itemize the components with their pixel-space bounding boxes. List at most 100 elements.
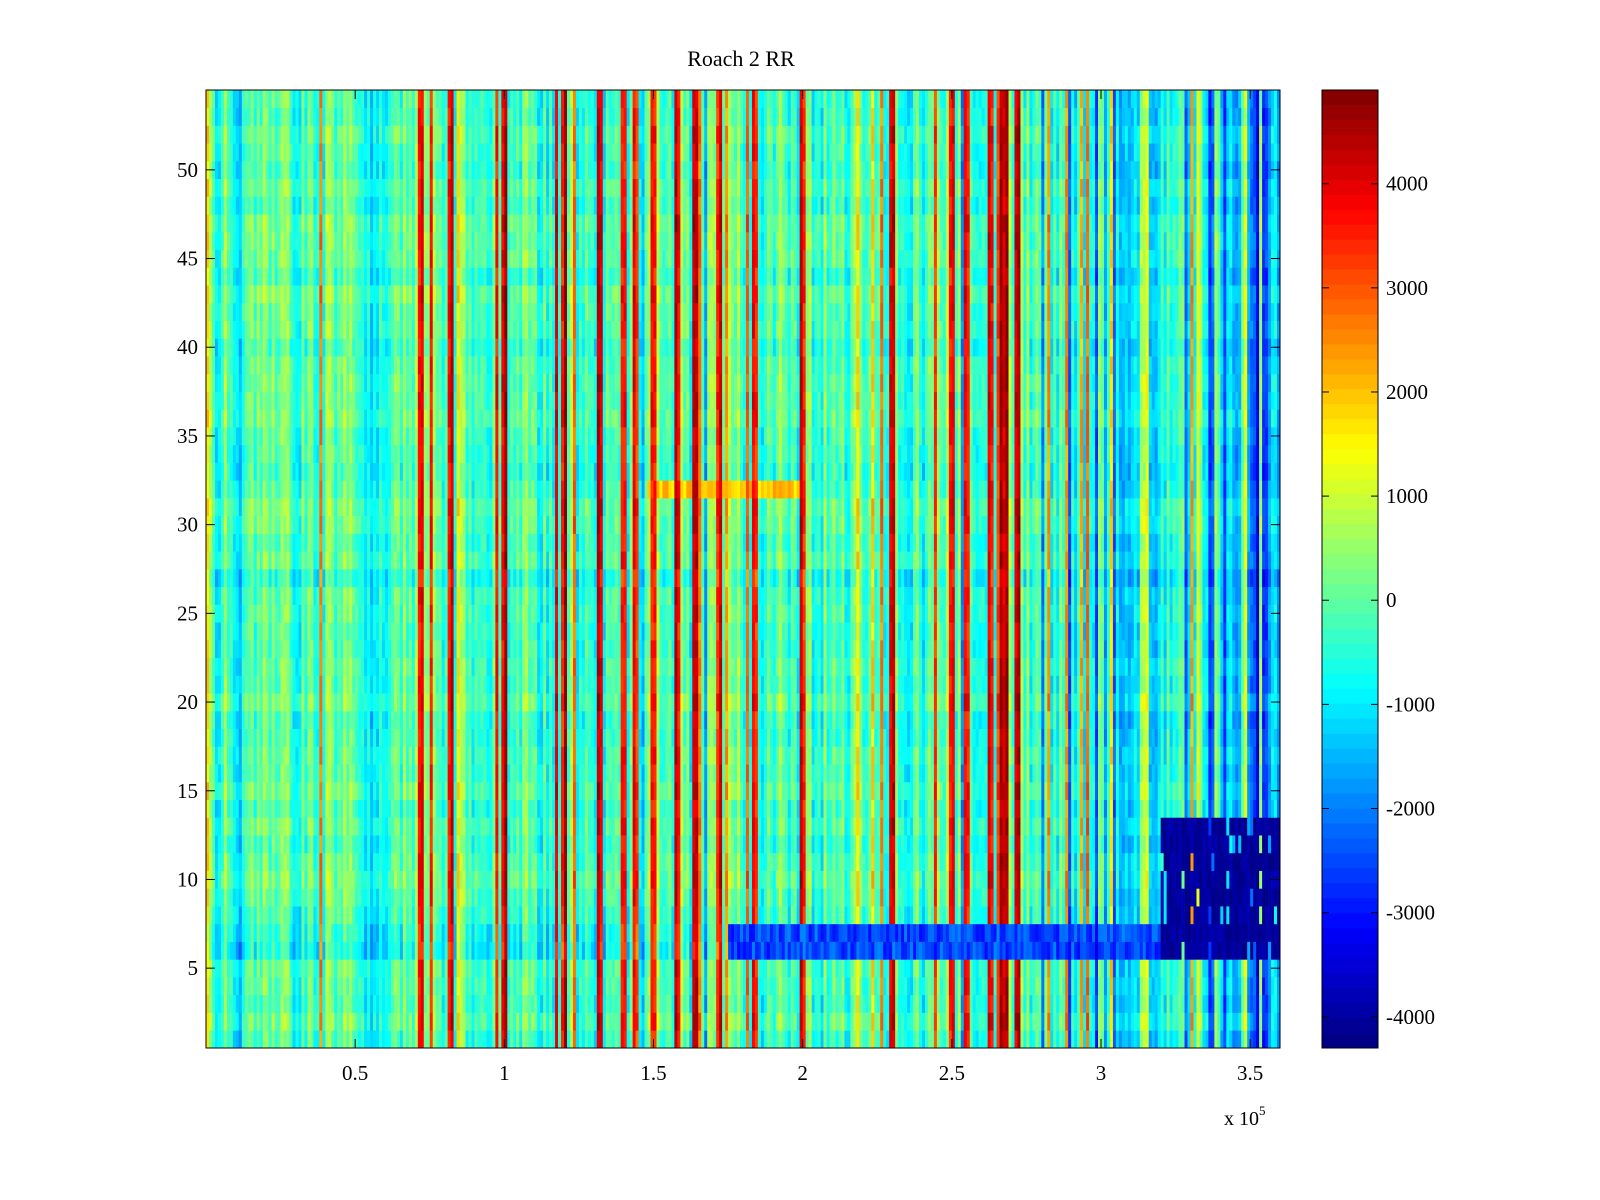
heatmap-cell	[343, 906, 347, 925]
heatmap-cell	[901, 1030, 905, 1049]
heatmap-cell	[379, 888, 383, 907]
heatmap-cell	[692, 994, 696, 1013]
heatmap-cell	[220, 817, 225, 836]
heatmap-cell	[319, 817, 323, 836]
heatmap-cell	[856, 1012, 860, 1031]
heatmap-cell	[420, 1012, 425, 1031]
heatmap-cell	[399, 1030, 404, 1049]
heatmap-cell	[1175, 994, 1179, 1013]
heatmap-cell	[716, 835, 720, 854]
heatmap-cell	[856, 888, 860, 907]
heatmap-cell	[1142, 959, 1147, 978]
heatmap-cell	[602, 1012, 607, 1031]
heatmap-cell	[214, 1012, 219, 1031]
heatmap-cell	[229, 870, 234, 889]
heatmap-cell	[310, 1012, 314, 1031]
heatmap-cell	[605, 1030, 610, 1049]
heatmap-cell	[226, 817, 231, 836]
heatmap-cell	[892, 959, 896, 978]
heatmap-cell	[304, 870, 308, 889]
heatmap-cell	[748, 888, 753, 907]
heatmap-cell	[1047, 994, 1051, 1013]
heatmap-cell	[1220, 994, 1224, 1013]
heatmap-cell	[692, 1030, 696, 1049]
heatmap-cell	[549, 941, 553, 960]
heatmap-cell	[581, 870, 586, 889]
heatmap-cell	[1103, 835, 1108, 854]
heatmap-cell	[1238, 994, 1242, 1013]
heatmap-cell	[1277, 994, 1281, 1013]
heatmap-cell	[808, 888, 812, 907]
heatmap-cell	[1133, 959, 1138, 978]
heatmap-cell	[781, 923, 786, 942]
heatmap-cell	[1172, 906, 1176, 925]
heatmap-cell	[1014, 799, 1018, 818]
heatmap-cell	[948, 852, 953, 871]
heatmap-cell	[1014, 870, 1018, 889]
heatmap-cell	[1002, 923, 1006, 942]
heatmap-cell	[259, 923, 264, 942]
heatmap-cell	[528, 906, 532, 925]
heatmap-cell	[656, 888, 660, 907]
heatmap-cell	[1259, 994, 1263, 1013]
heatmap-cell	[220, 923, 225, 942]
heatmap-cell	[737, 835, 741, 854]
heatmap-cell	[919, 1012, 923, 1031]
heatmap-cell	[972, 817, 977, 836]
heatmap-cell	[340, 906, 344, 925]
heatmap-cell	[910, 1030, 914, 1049]
heatmap-cell	[886, 835, 890, 854]
heatmap-cell	[572, 1030, 577, 1049]
heatmap-cell	[880, 888, 884, 907]
heatmap-cell	[435, 923, 440, 942]
heatmap-cell	[775, 799, 780, 818]
heatmap-cell	[796, 1030, 801, 1049]
heatmap-cell	[1017, 1030, 1021, 1049]
heatmap-cell	[307, 799, 311, 818]
heatmap-cell	[355, 1030, 359, 1049]
heatmap-cell	[549, 1012, 553, 1031]
heatmap-cell	[1011, 799, 1015, 818]
heatmap-cell	[1095, 799, 1099, 818]
heatmap-cell	[334, 959, 338, 978]
heatmap-cell	[814, 888, 818, 907]
heatmap-cell	[987, 1012, 991, 1031]
heatmap-cell	[1038, 1012, 1042, 1031]
heatmap-cell	[698, 817, 702, 836]
heatmap-cell	[1262, 1012, 1266, 1031]
heatmap-cell	[1077, 1030, 1081, 1049]
heatmap-cell	[1047, 870, 1051, 889]
heatmap-cell	[495, 941, 499, 960]
heatmap-cell	[874, 1012, 878, 1031]
heatmap-cell	[1199, 888, 1203, 907]
heatmap-cell	[716, 994, 720, 1013]
heatmap-cell	[364, 941, 368, 960]
heatmap-cell	[444, 799, 448, 818]
heatmap-cell	[638, 1012, 642, 1031]
heatmap-cell	[241, 923, 246, 942]
heatmap-cell	[510, 817, 514, 836]
heatmap-cell	[492, 1030, 496, 1049]
heatmap-cell	[480, 906, 484, 925]
heatmap-cell	[1014, 923, 1018, 942]
heatmap-cell	[632, 959, 636, 978]
heatmap-cell	[1136, 799, 1141, 818]
heatmap-cell	[1175, 959, 1179, 978]
heatmap-cell	[250, 994, 255, 1013]
heatmap-cell	[1002, 799, 1006, 818]
heatmap-cell	[1139, 799, 1144, 818]
heatmap-cell	[310, 906, 314, 925]
heatmap-cell	[262, 1030, 267, 1049]
heatmap-cell	[871, 941, 875, 960]
heatmap-cell	[933, 977, 938, 996]
heatmap-cell	[376, 799, 380, 818]
heatmap-cell	[740, 994, 744, 1013]
heatmap-cell	[1265, 835, 1269, 854]
heatmap-cell	[474, 888, 478, 907]
heatmap-cell	[698, 959, 702, 978]
heatmap-cell	[396, 852, 401, 871]
heatmap-cell	[841, 906, 845, 925]
heatmap-cell	[456, 817, 460, 836]
heatmap-cell	[698, 835, 702, 854]
heatmap-cell	[235, 906, 240, 925]
